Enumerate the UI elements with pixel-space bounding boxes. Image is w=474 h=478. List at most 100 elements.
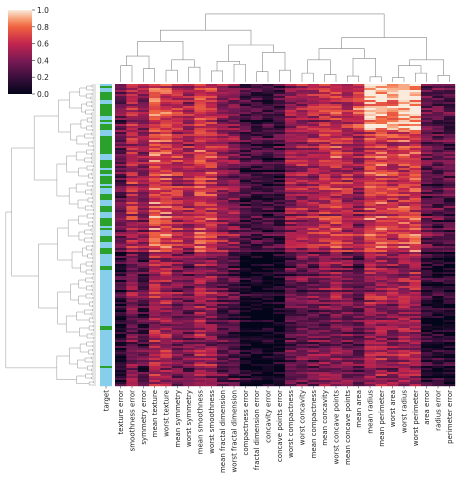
heatmap-cell — [171, 134, 184, 137]
heatmap-cell — [421, 352, 433, 355]
heatmap-cell — [239, 360, 252, 363]
heatmap-cell — [160, 316, 172, 319]
heatmap-cell — [273, 344, 286, 347]
heatmap-cell — [115, 358, 127, 361]
target-color-cell — [100, 240, 112, 243]
heatmap-cell — [443, 290, 456, 293]
heatmap-cell — [183, 214, 195, 217]
heatmap-cell — [330, 268, 342, 271]
heatmap-cell — [149, 278, 161, 281]
heatmap-cell — [330, 136, 342, 139]
heatmap-cell — [364, 278, 376, 281]
heatmap-cell — [137, 158, 150, 161]
heatmap-cell — [443, 196, 456, 199]
heatmap-cell — [307, 208, 320, 211]
heatmap-cell — [296, 298, 308, 301]
dendrogram-link — [76, 375, 90, 384]
heatmap-cell — [205, 186, 218, 189]
target-color-cell — [100, 332, 112, 335]
heatmap-cell — [171, 230, 184, 233]
heatmap-cell — [262, 94, 274, 97]
heatmap-cell — [239, 146, 252, 149]
heatmap-cell — [443, 132, 456, 135]
dendrogram-link — [70, 283, 79, 301]
target-color-cell — [100, 320, 112, 323]
heatmap-cell — [364, 196, 376, 199]
heatmap-cell — [239, 186, 252, 189]
heatmap-cell — [194, 204, 206, 207]
heatmap-cell — [421, 86, 433, 89]
heatmap-cell — [149, 280, 161, 283]
heatmap-cell — [296, 122, 308, 125]
heatmap-cell — [228, 368, 240, 371]
heatmap-cell — [183, 368, 195, 371]
heatmap-cell — [353, 200, 365, 203]
heatmap-cell — [273, 308, 286, 311]
heatmap-cell — [296, 228, 308, 231]
heatmap-cell — [330, 364, 342, 367]
heatmap-cell — [273, 384, 286, 387]
heatmap-cell — [432, 246, 444, 249]
heatmap-cell — [115, 150, 127, 153]
heatmap-cell — [307, 150, 320, 153]
heatmap-cell — [409, 126, 422, 129]
heatmap-cell — [409, 236, 422, 239]
heatmap-cell — [364, 172, 376, 175]
heatmap-cell — [149, 86, 161, 89]
heatmap-cell — [330, 196, 342, 199]
heatmap-cell — [251, 242, 263, 245]
heatmap-cell — [194, 114, 206, 117]
heatmap-cell — [330, 322, 342, 325]
heatmap-cell — [409, 130, 422, 133]
heatmap-cell — [149, 198, 161, 201]
heatmap-cell — [409, 172, 422, 175]
heatmap-cell — [285, 180, 297, 183]
heatmap-cell — [443, 168, 456, 171]
heatmap-cell — [262, 98, 274, 101]
heatmap-cell — [432, 260, 444, 263]
heatmap-cell — [149, 260, 161, 263]
heatmap-cell — [115, 124, 127, 127]
heatmap-cell — [239, 162, 252, 165]
heatmap-cell — [205, 86, 218, 89]
dendrogram-link — [92, 128, 96, 132]
heatmap-cell — [341, 308, 354, 311]
heatmap-cell — [273, 246, 286, 249]
heatmap-cell — [285, 124, 297, 127]
heatmap-cell — [149, 282, 161, 285]
heatmap-cell — [228, 300, 240, 303]
heatmap-cell — [398, 130, 410, 133]
heatmap-cell — [296, 288, 308, 291]
heatmap-cell — [273, 184, 286, 187]
heatmap-cell — [251, 274, 263, 277]
heatmap-cell — [205, 156, 218, 159]
heatmap-cell — [443, 328, 456, 331]
heatmap-cell — [160, 294, 172, 297]
heatmap-cell — [319, 180, 331, 183]
heatmap-cell — [262, 144, 274, 147]
heatmap-cell — [171, 376, 184, 379]
heatmap-cell — [353, 330, 365, 333]
heatmap-cell — [149, 172, 161, 175]
heatmap-cell — [409, 304, 422, 307]
heatmap-cell — [387, 214, 399, 217]
heatmap-cell — [126, 92, 138, 95]
heatmap-cell — [353, 162, 365, 165]
heatmap-cell — [307, 152, 320, 155]
heatmap-cell — [421, 276, 433, 279]
heatmap-cell — [296, 322, 308, 325]
heatmap-cell — [307, 378, 320, 381]
heatmap-cell — [183, 324, 195, 327]
heatmap-cell — [364, 232, 376, 235]
heatmap-cell — [443, 288, 456, 291]
heatmap-cell — [387, 374, 399, 377]
heatmap-cell — [160, 326, 172, 329]
heatmap-cell — [183, 362, 195, 365]
heatmap-cell — [149, 248, 161, 251]
heatmap-cell — [421, 192, 433, 195]
column-label: fractal dimension error — [253, 390, 261, 470]
heatmap-cell — [239, 314, 252, 317]
dendrogram-link — [80, 119, 88, 129]
heatmap-cell — [205, 384, 218, 387]
